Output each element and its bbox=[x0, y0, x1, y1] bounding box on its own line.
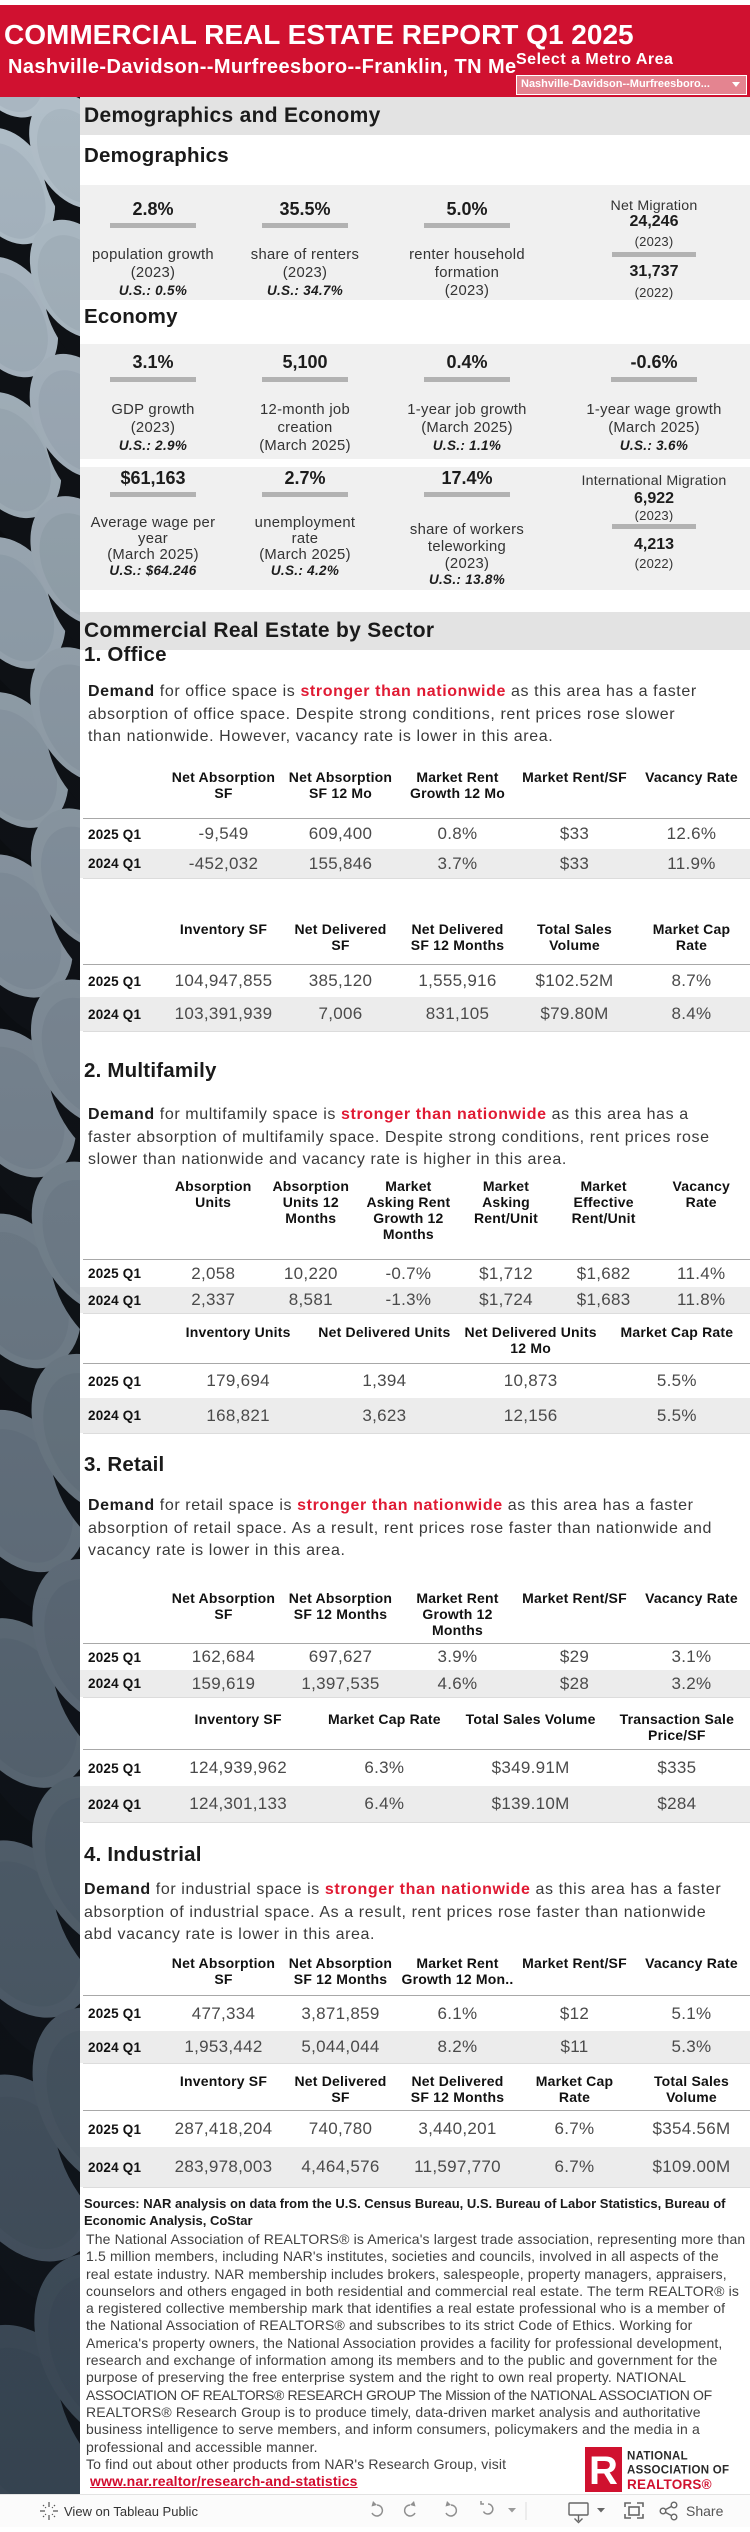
svg-text:NATIONAL: NATIONAL bbox=[627, 2451, 688, 2463]
svg-text:Share: Share bbox=[686, 2503, 724, 2519]
svg-text:REALTORS®: REALTORS® bbox=[627, 2477, 712, 2492]
svg-text:R: R bbox=[589, 2449, 618, 2493]
svg-text:ASSOCIATION OF: ASSOCIATION OF bbox=[627, 2465, 729, 2477]
svg-text:View on Tableau Public: View on Tableau Public bbox=[64, 2504, 198, 2519]
